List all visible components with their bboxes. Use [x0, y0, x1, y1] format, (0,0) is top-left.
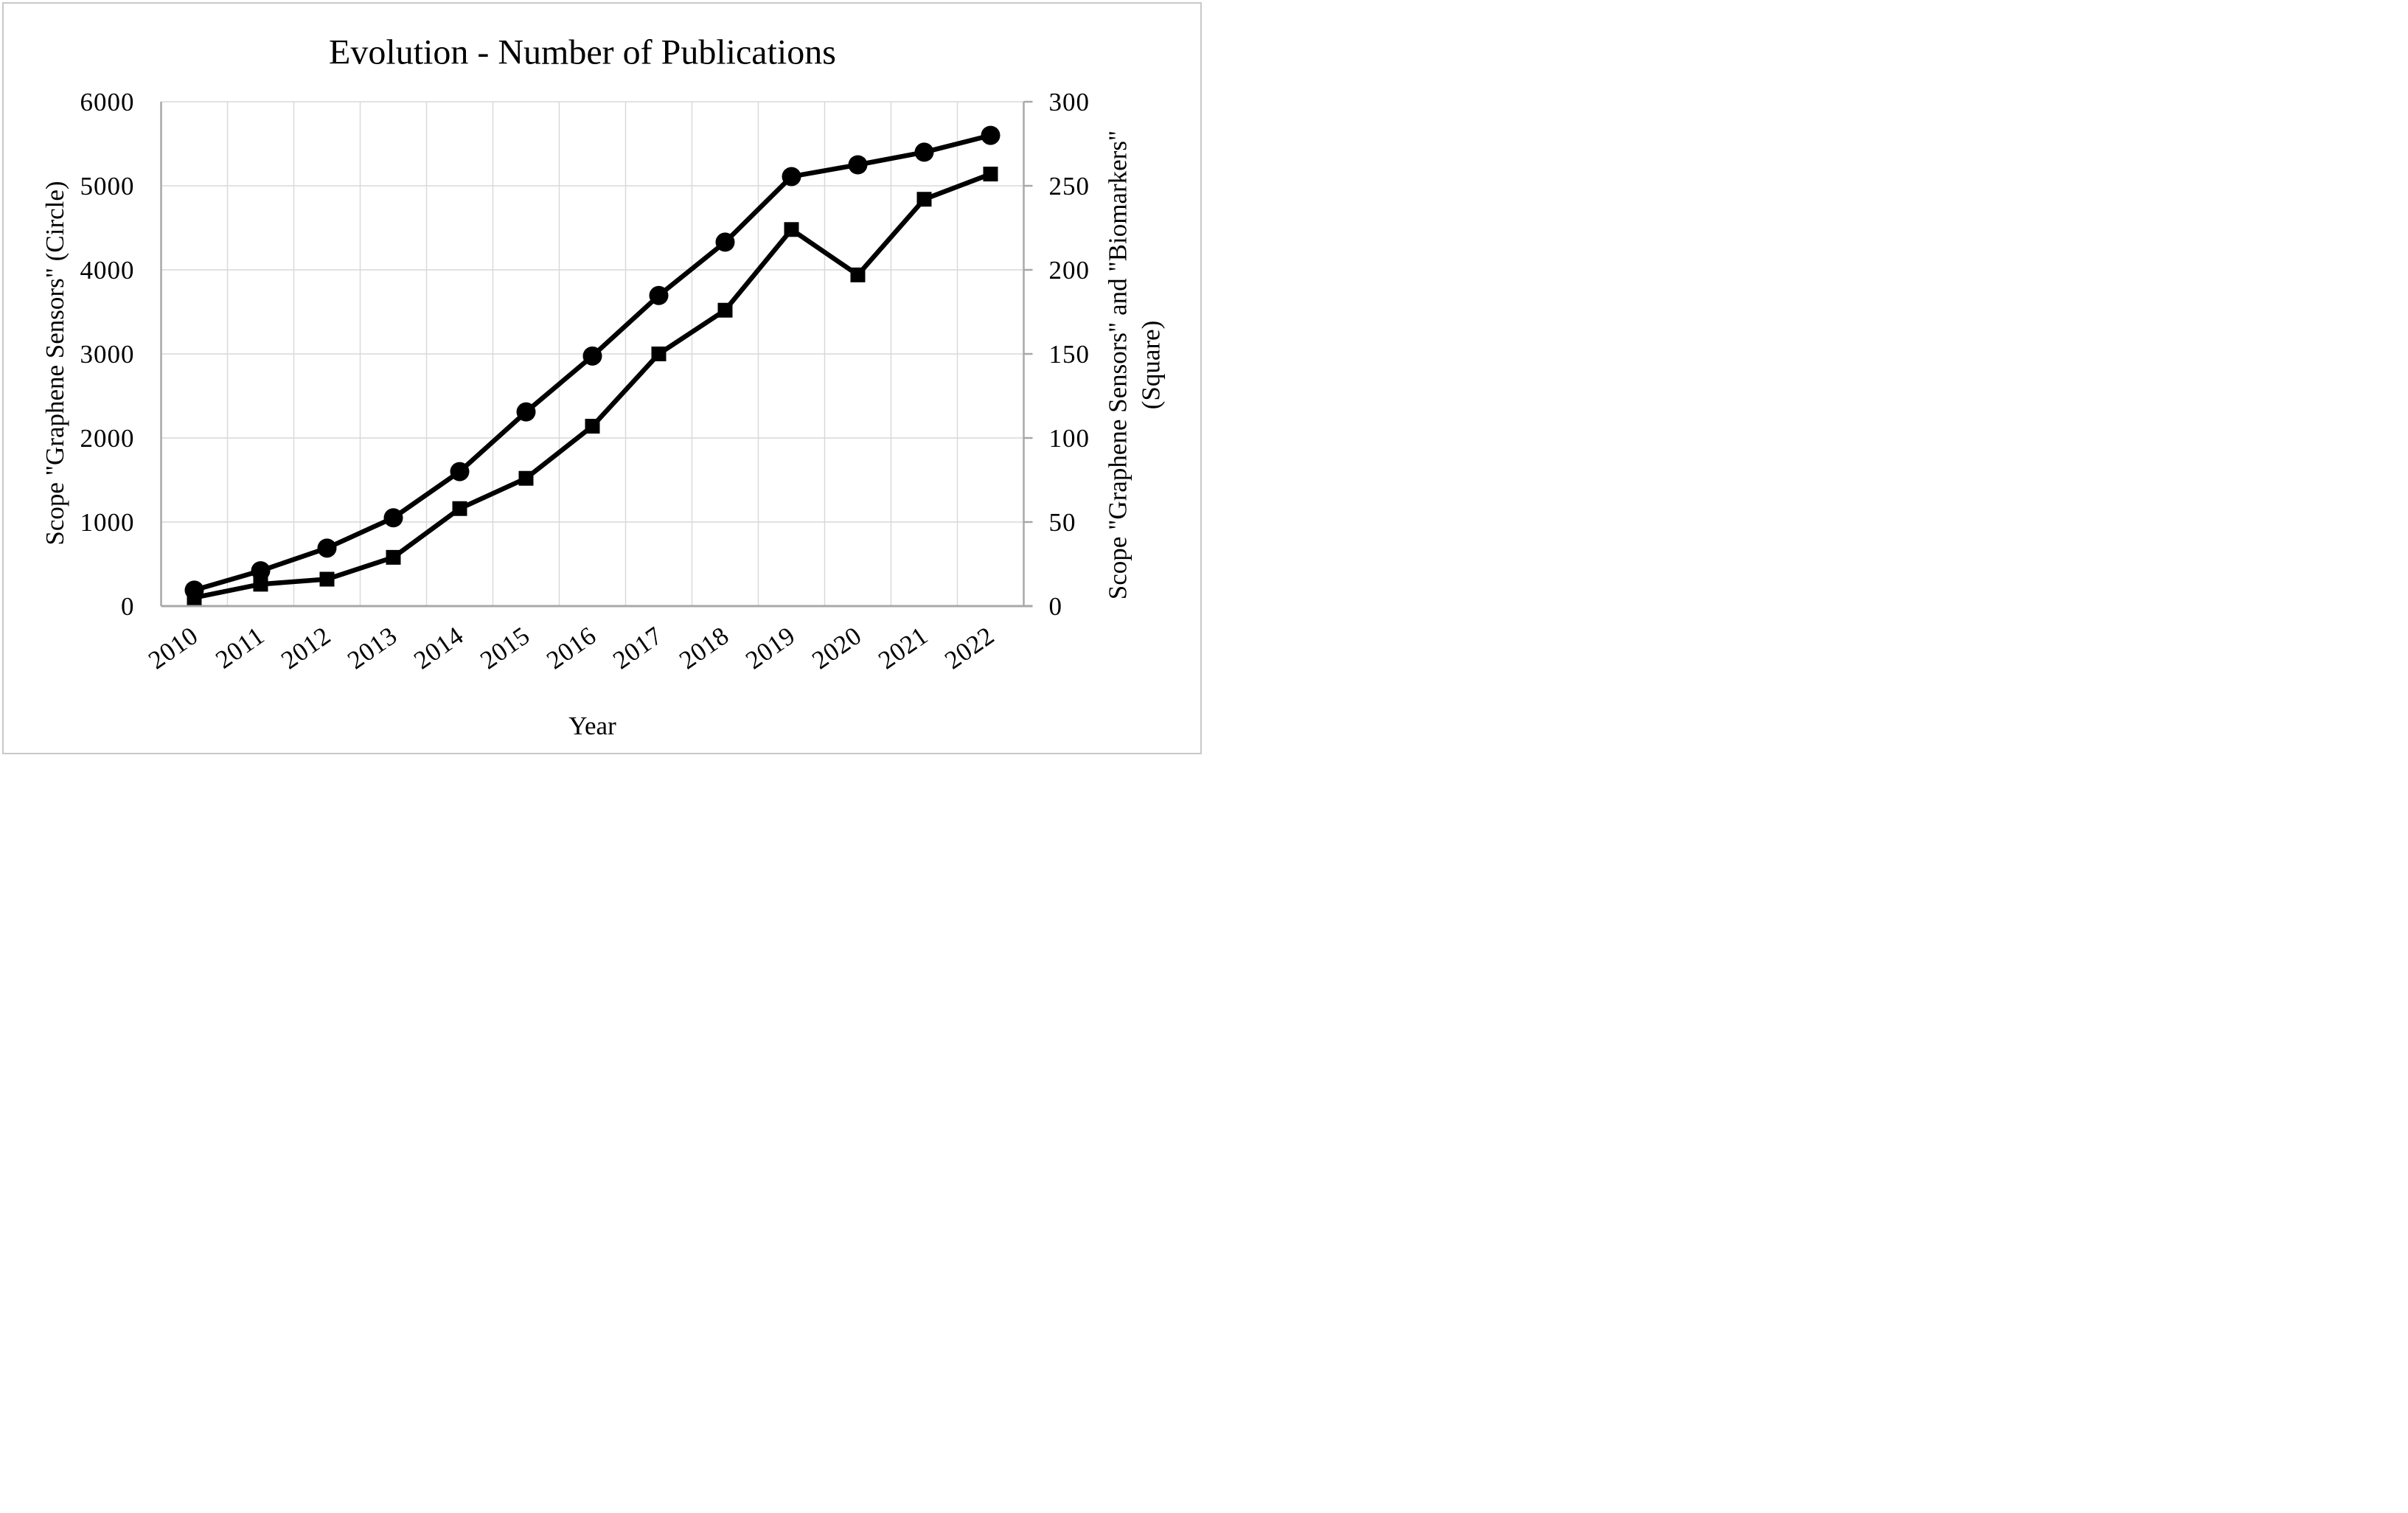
- figure-border: [2, 2, 1202, 754]
- y-right-tick-label: 150: [1049, 340, 1090, 369]
- data-point-circle: [251, 561, 271, 581]
- x-axis-title: Year: [568, 712, 616, 740]
- data-point-circle: [981, 125, 1001, 145]
- data-point-circle: [649, 285, 669, 305]
- grid-layer: [161, 101, 1024, 606]
- data-point-circle: [317, 538, 337, 558]
- y-right-tick-label: 300: [1049, 88, 1090, 116]
- data-point-square: [784, 222, 799, 237]
- data-point-circle: [516, 402, 536, 422]
- data-point-square: [916, 192, 932, 207]
- y-left-tick-label: 6000: [80, 88, 135, 116]
- y-left-axis-title: Scope "Graphene Sensors" (Circle): [41, 181, 69, 545]
- data-point-square: [717, 302, 733, 318]
- chart-figure: 0 1000 2000 3000 4000 5000 6000 0 50 100 150 200 250…: [0, 0, 1204, 756]
- y-right-axis-title-line2: (Square): [1137, 321, 1166, 410]
- y-right-tick-label: 0: [1049, 592, 1063, 621]
- data-point-circle: [582, 346, 602, 366]
- data-point-square: [386, 549, 401, 565]
- data-point-square: [983, 167, 998, 182]
- data-point-square: [187, 590, 202, 605]
- y-left-tick-label: 5000: [80, 172, 135, 201]
- y-right-tick-label: 100: [1049, 424, 1090, 453]
- data-point-circle: [782, 167, 801, 187]
- y-right-axis-title-line1: Scope "Graphene Sensors" and "Biomarkers…: [1104, 131, 1132, 599]
- data-point-square: [452, 501, 467, 516]
- series-layer: [184, 125, 1001, 605]
- data-point-circle: [914, 142, 934, 162]
- data-point-square: [651, 347, 667, 361]
- chart-title: Evolution - Number of Publications: [329, 33, 836, 72]
- data-point-circle: [715, 232, 735, 252]
- data-point-square: [518, 470, 534, 486]
- y-left-tick-label: 2000: [80, 424, 135, 453]
- data-point-circle: [450, 462, 470, 481]
- data-point-circle: [848, 155, 868, 175]
- publications-line-chart: 0 1000 2000 3000 4000 5000 6000 0 50 100 150 200 250…: [2, 2, 1202, 754]
- data-point-square: [253, 577, 268, 592]
- axis-layer: [160, 100, 1033, 608]
- y-right-tick-label: 250: [1049, 172, 1090, 201]
- y-left-tick-label: 4000: [80, 256, 135, 285]
- y-right-tick-label: 200: [1049, 256, 1090, 285]
- y-left-tick-label: 0: [121, 592, 135, 621]
- data-point-square: [319, 571, 335, 587]
- data-point-square: [585, 419, 600, 434]
- data-point-square: [850, 267, 866, 282]
- y-right-tick-label: 50: [1049, 508, 1076, 537]
- y-left-tick-label: 1000: [80, 508, 135, 537]
- data-point-circle: [383, 508, 403, 528]
- y-left-tick-label: 3000: [80, 340, 135, 369]
